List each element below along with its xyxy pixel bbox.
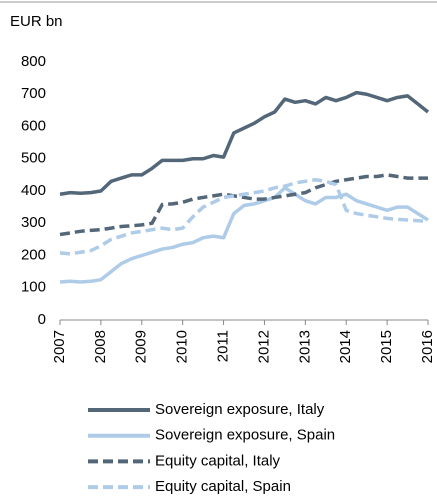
x-tick-label: 2011 [215, 330, 232, 362]
y-axis-label: EUR bn [10, 13, 63, 30]
y-tick-label: 0 [38, 311, 46, 328]
series-line [59, 173, 428, 237]
x-tick-label: 2012 [255, 330, 272, 363]
x-tick-label: 2014 [337, 330, 354, 363]
x-tick-label: 2008 [92, 330, 109, 363]
legend-label: Equity capital, Spain [155, 478, 291, 495]
x-tick-label: 2009 [133, 330, 150, 363]
legend-label: Sovereign exposure, Spain [155, 427, 335, 444]
x-tick-label: 2015 [378, 330, 395, 363]
y-tick-label: 300 [21, 214, 46, 231]
series-line [59, 186, 429, 284]
y-tick-label: 600 [21, 117, 46, 134]
legend-label: Sovereign exposure, Italy [155, 401, 325, 418]
y-tick-label: 100 [21, 279, 46, 296]
series-line [59, 177, 429, 256]
x-tick-label: 2010 [174, 330, 191, 363]
y-tick-label: 200 [21, 246, 46, 263]
y-tick-label: 400 [21, 182, 46, 199]
series-line [59, 90, 430, 196]
y-tick-label: 800 [21, 53, 46, 70]
y-tick-label: 500 [21, 150, 46, 167]
x-tick-label: 2016 [419, 330, 436, 363]
x-tick-label: 2007 [51, 330, 68, 363]
legend-label: Equity capital, Italy [155, 452, 281, 469]
y-tick-label: 700 [21, 85, 46, 102]
x-tick-label: 2013 [296, 330, 313, 363]
